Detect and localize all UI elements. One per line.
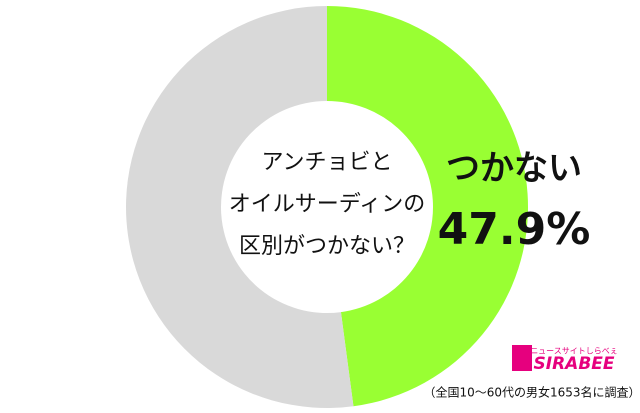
- center-title: 区別がつかない？: [239, 234, 415, 259]
- donut-slice: [327, 6, 529, 407]
- center-title: アンチョビと: [261, 150, 392, 175]
- logo-name: SIRABEE: [534, 354, 615, 374]
- center-title: オイルサーディンの: [229, 192, 425, 217]
- slice-value-label: 47.9%: [438, 204, 591, 255]
- donut-slice: [126, 6, 354, 408]
- logo-tagline: ニュースサイトしらべぇ: [530, 347, 618, 356]
- source-note: （全国10〜60代の男女1653名に調査）: [423, 385, 640, 400]
- logo-mark: [512, 345, 532, 371]
- arcs: [126, 6, 529, 408]
- slice-label: つかない: [446, 149, 582, 189]
